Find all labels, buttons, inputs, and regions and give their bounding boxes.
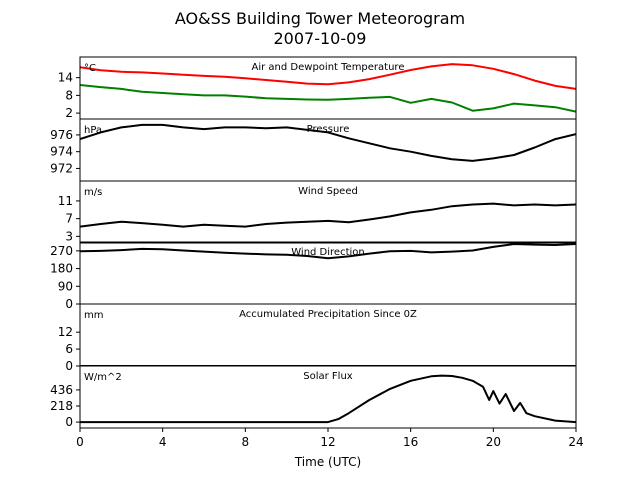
pressure-y-tick-label: 974	[50, 145, 73, 159]
chart-title: AO&SS Building Tower Meteorogram	[175, 9, 465, 28]
wind-direction-panel-label: Wind Direction	[291, 247, 365, 258]
pressure-series-line-0	[80, 123, 576, 162]
x-tick-label: 0	[76, 435, 84, 449]
x-tick-label: 20	[486, 435, 501, 449]
temperature-y-tick-label: 2	[65, 106, 73, 120]
x-axis-label: Time (UTC)	[294, 455, 361, 469]
wind-direction-y-tick-label: 180	[50, 262, 73, 276]
panel-wind-speed: 11 7 3 Wind Speed m/s	[58, 180, 577, 244]
wind-direction-series-line-0	[80, 243, 576, 260]
wind-speed-unit-label: m/s	[84, 187, 102, 198]
wind-speed-y-tick-label: 3	[65, 229, 73, 243]
panel-temperature: 14 8 2 Air and Dewpoint Temperature °C	[58, 56, 577, 120]
solar-panel-label: Solar Flux	[303, 371, 353, 382]
chart-subtitle: 2007-10-09	[274, 29, 367, 48]
precipitation-unit-label: mm	[84, 310, 103, 321]
solar-series-line-0	[80, 374, 576, 424]
pressure-y-tick-label: 976	[50, 128, 73, 142]
temperature-series-line-0	[80, 63, 576, 90]
temperature-series-line-1	[80, 84, 576, 113]
x-tick-label: 8	[242, 435, 250, 449]
solar-y-tick-label: 0	[65, 415, 73, 429]
precipitation-y-tick-label: 12	[58, 325, 73, 339]
temperature-y-tick-label: 8	[65, 88, 73, 102]
solar-y-tick-label: 436	[50, 383, 73, 397]
x-tick-label: 24	[568, 435, 583, 449]
panel-wind-direction: 270 180 90 0 Wind Direction	[50, 241, 577, 311]
temperature-y-tick-label: 14	[58, 71, 73, 85]
pressure-panel-label: Pressure	[307, 124, 350, 135]
temperature-unit-label: °C	[84, 63, 96, 74]
x-axis: 0 4 8 12 16 20 24	[76, 428, 584, 449]
pressure-unit-label: hPa	[84, 125, 102, 136]
wind-speed-series-line-0	[80, 202, 576, 228]
panel-solar: 436 218 0 Solar Flux W/m^2	[50, 365, 577, 429]
precipitation-y-tick-label: 0	[65, 359, 73, 373]
wind-speed-y-tick-label: 7	[65, 212, 73, 226]
wind-speed-frame	[79, 180, 577, 244]
wind-direction-y-tick-label: 0	[65, 297, 73, 311]
solar-unit-label: W/m^2	[84, 372, 122, 383]
panel-stack: 14 8 2 Air and Dewpoint Temperature °C 976 974…	[50, 56, 577, 429]
precipitation-y-tick-label: 6	[65, 342, 73, 356]
wind-direction-y-tick-label: 90	[58, 279, 73, 293]
panel-precipitation: 12 6 0 Accumulated Precipitation Since 0Z mm	[58, 303, 577, 373]
x-tick-label: 12	[320, 435, 335, 449]
wind-direction-y-tick-label: 270	[50, 244, 73, 258]
x-tick-label: 4	[159, 435, 167, 449]
solar-y-tick-label: 218	[50, 399, 73, 413]
wind-speed-y-tick-label: 11	[58, 194, 73, 208]
wind-speed-panel-label: Wind Speed	[298, 186, 358, 197]
panel-pressure: 976 974 972 Pressure hPa	[50, 118, 577, 182]
temperature-panel-label: Air and Dewpoint Temperature	[252, 62, 405, 73]
precipitation-panel-label: Accumulated Precipitation Since 0Z	[239, 309, 417, 320]
x-tick-label: 16	[403, 435, 418, 449]
pressure-y-tick-label: 972	[50, 161, 73, 175]
